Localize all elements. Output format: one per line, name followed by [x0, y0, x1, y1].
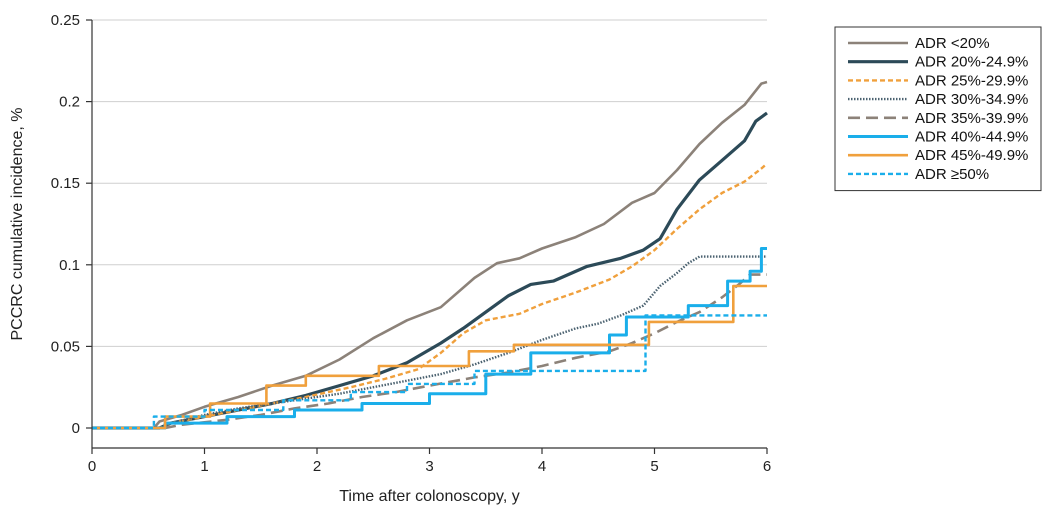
- grid-lines: [92, 19, 767, 347]
- series-line-7: [92, 284, 767, 430]
- x-tick-label: 2: [313, 458, 321, 475]
- legend-label: ADR ≥50%: [915, 166, 989, 183]
- x-tick-label: 1: [200, 458, 208, 475]
- series-line-6: [92, 247, 767, 430]
- x-tick-label: 0: [88, 458, 96, 475]
- y-tick-label: 0.25: [51, 12, 80, 29]
- y-tick-label: 0.15: [51, 175, 80, 192]
- legend-label: ADR 35%-39.9%: [915, 110, 1028, 127]
- series-line-4: [92, 255, 767, 430]
- y-tick-label: 0: [72, 420, 80, 437]
- y-tick-label: 0.05: [51, 338, 80, 355]
- x-tick-label: 5: [650, 458, 658, 475]
- legend: ADR <20% ADR 20%-24.9%ADR 25%-29.9% ADR 30…: [834, 26, 1042, 192]
- series-line-3: [92, 162, 768, 430]
- x-axis-title: Time after colonoscopy, y: [339, 488, 520, 505]
- series-line-2: [92, 111, 768, 430]
- series-line-5: [92, 273, 767, 430]
- legend-label: ADR <20%: [915, 35, 990, 52]
- legend-label: ADR 25%-29.9%: [915, 72, 1028, 89]
- series-line-8: [92, 314, 767, 430]
- legend-label: ADR 20%-24.9%: [915, 54, 1028, 71]
- x-tick-label: 6: [763, 458, 771, 475]
- x-tick-label: 3: [425, 458, 433, 475]
- legend-box: [834, 26, 1042, 192]
- y-tick-label: 0.1: [59, 257, 80, 274]
- x-tick-label: 4: [538, 458, 546, 475]
- tick-labels: 0 0.05 0.1 0.15 0.2 0.25 0 1 2 3 4 5 6: [51, 12, 771, 475]
- legend-label: ADR 40%-44.9%: [915, 129, 1028, 146]
- y-axis-title: PCCRC cumulative incidence, %: [9, 108, 26, 341]
- y-tick-label: 0.2: [59, 94, 80, 111]
- axes: [86, 19, 768, 454]
- legend-label: ADR 30%-34.9%: [915, 91, 1028, 108]
- series-lines: [92, 80, 768, 430]
- legend-label: ADR 45%-49.9%: [915, 147, 1028, 164]
